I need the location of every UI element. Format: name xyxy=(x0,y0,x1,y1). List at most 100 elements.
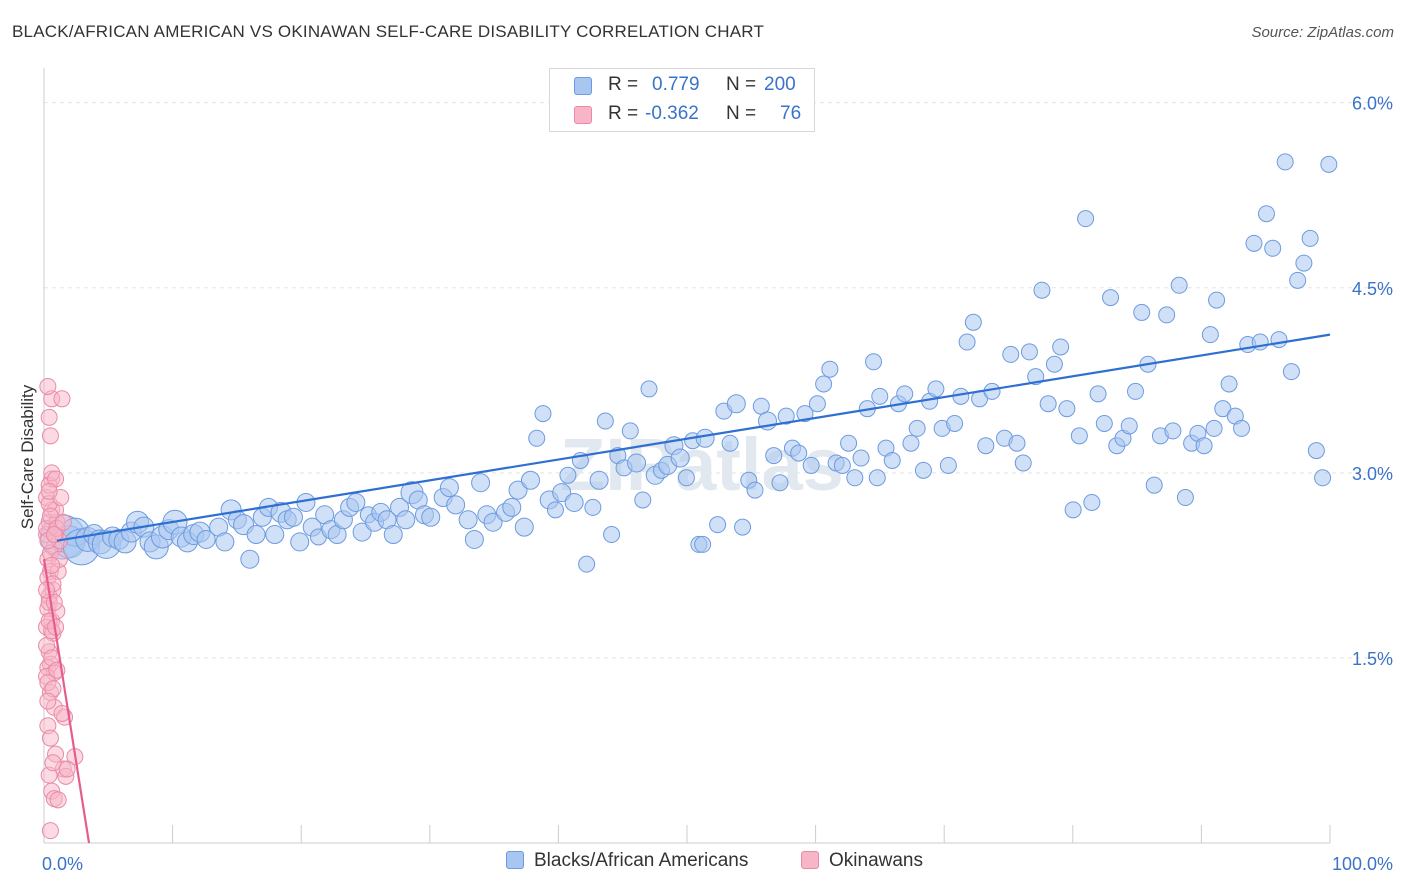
data-point xyxy=(1083,493,1101,511)
data-point xyxy=(421,507,441,527)
data-point xyxy=(534,405,552,423)
data-point xyxy=(1070,427,1088,445)
data-point xyxy=(1002,345,1020,363)
data-point xyxy=(1020,343,1038,361)
data-point xyxy=(290,532,310,552)
data-point xyxy=(815,375,833,393)
data-point xyxy=(902,434,920,452)
data-point xyxy=(1301,229,1319,247)
r-value: -0.362 xyxy=(645,103,699,124)
data-point xyxy=(283,507,303,527)
data-point xyxy=(44,754,62,772)
data-point xyxy=(54,513,72,531)
data-point xyxy=(520,470,540,490)
series-blacks-african-americans xyxy=(40,153,1338,573)
bottom-legend: Blacks/African Americans Okinawans xyxy=(0,850,1406,880)
tick-labels: 1.5% 3.0% 4.5% 6.0% 0.0% 100.0% xyxy=(42,94,1393,874)
data-point xyxy=(709,516,727,534)
data-point xyxy=(840,434,858,452)
chart-source: Source: ZipAtlas.com xyxy=(1251,24,1394,41)
data-point xyxy=(1064,501,1082,519)
data-point xyxy=(1170,276,1188,294)
series-okinawans xyxy=(38,377,84,840)
data-point xyxy=(43,556,61,574)
data-point xyxy=(634,491,652,509)
data-point xyxy=(1295,254,1313,272)
data-point xyxy=(383,525,403,545)
data-point xyxy=(939,456,957,474)
data-point xyxy=(726,394,746,414)
stats-row-okinawans: R = -0.362 N = 76 xyxy=(550,100,814,130)
data-point xyxy=(559,466,577,484)
data-point xyxy=(694,535,712,553)
data-point xyxy=(596,412,614,430)
data-point xyxy=(958,333,976,351)
data-point xyxy=(746,481,764,499)
data-point xyxy=(196,529,216,549)
y-tick-label: 1.5% xyxy=(1352,649,1393,669)
legend-label: Blacks/African Americans xyxy=(534,850,749,871)
trend-lines xyxy=(42,333,1331,844)
data-point xyxy=(546,501,564,519)
data-point xyxy=(908,419,926,437)
data-point xyxy=(1089,385,1107,403)
legend-swatch-blue xyxy=(506,851,524,869)
data-point xyxy=(1205,419,1223,437)
legend-swatch-pink xyxy=(574,106,592,124)
trend-line-okinawans xyxy=(42,559,91,844)
data-point xyxy=(765,447,783,465)
data-point xyxy=(777,407,795,425)
data-point xyxy=(265,525,285,545)
data-point xyxy=(246,525,266,545)
data-point xyxy=(946,414,964,432)
data-point xyxy=(53,390,71,408)
axes xyxy=(43,68,1331,844)
data-point xyxy=(677,469,695,487)
chart-title: BLACK/AFRICAN AMERICAN VS OKINAWAN SELF-… xyxy=(12,22,765,41)
data-point xyxy=(640,380,658,398)
data-point xyxy=(771,474,789,492)
data-point xyxy=(352,522,372,542)
data-point xyxy=(1120,417,1138,435)
n-value: 200 xyxy=(764,74,796,95)
data-point xyxy=(883,452,901,469)
data-point xyxy=(621,422,639,440)
n-label: N = xyxy=(726,74,757,95)
stats-row-blacks: R = 0.779 N = 200 xyxy=(550,71,814,101)
n-value: 76 xyxy=(780,103,802,124)
legend-item-blacks[interactable]: Blacks/African Americans xyxy=(506,850,748,872)
data-point xyxy=(846,469,864,487)
data-point xyxy=(564,492,584,512)
grid-lines xyxy=(44,102,1394,659)
data-point xyxy=(1014,454,1032,472)
data-point xyxy=(53,704,71,722)
data-point xyxy=(1245,234,1263,252)
legend-item-okinawans[interactable]: Okinawans xyxy=(801,850,923,872)
data-point xyxy=(1033,281,1051,299)
data-point xyxy=(627,453,647,473)
data-point xyxy=(40,408,58,426)
legend-label: Okinawans xyxy=(829,850,923,871)
data-point xyxy=(1257,205,1275,223)
data-point xyxy=(464,529,484,549)
data-point xyxy=(508,480,528,500)
data-point xyxy=(1164,422,1182,440)
data-point xyxy=(1320,155,1338,173)
data-point xyxy=(514,517,534,537)
data-point xyxy=(1045,355,1063,373)
data-point xyxy=(802,456,820,474)
data-point xyxy=(964,313,982,331)
legend-swatch-pink xyxy=(801,851,819,869)
data-point xyxy=(1126,382,1144,400)
data-point xyxy=(790,444,808,462)
n-label: N = xyxy=(726,103,757,124)
data-point xyxy=(589,470,609,490)
data-point xyxy=(49,791,67,809)
data-point xyxy=(1289,271,1307,289)
data-point xyxy=(483,512,503,532)
data-point xyxy=(1008,434,1026,452)
legend-swatch-blue xyxy=(574,77,592,95)
data-point xyxy=(1052,338,1070,356)
y-axis-label: Self-Care Disability xyxy=(18,384,37,529)
